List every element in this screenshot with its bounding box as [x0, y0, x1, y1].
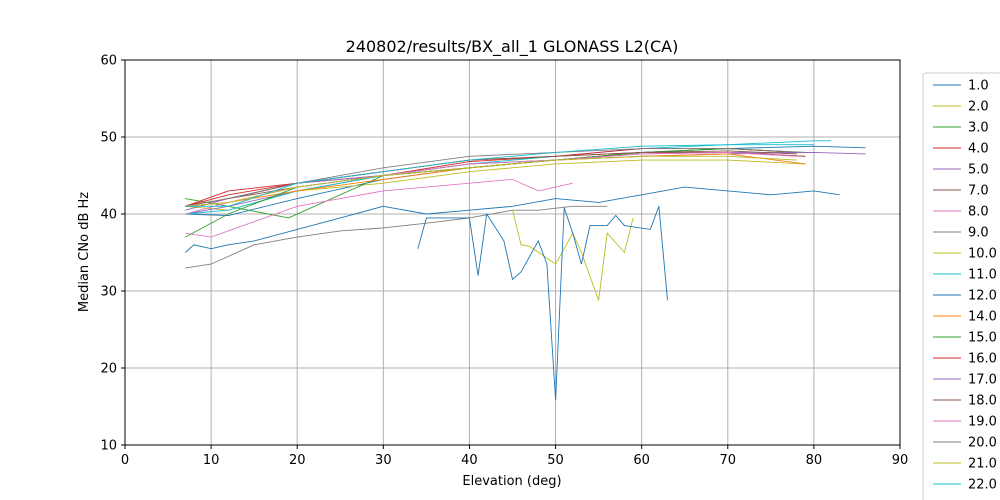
x-tick-label: 20	[289, 453, 306, 468]
series-line-19	[185, 155, 797, 207]
x-tick-label: 80	[806, 453, 823, 468]
legend-label: 14.0	[968, 310, 997, 325]
series-line-20	[185, 144, 814, 207]
series-line-11	[417, 206, 668, 401]
grid	[124, 59, 901, 446]
y-tick-label: 60	[100, 54, 117, 69]
legend-label: 19.0	[968, 415, 997, 430]
x-tick-label: 30	[375, 453, 392, 468]
y-tick-label: 40	[100, 208, 117, 223]
legend-label: 4.0	[968, 142, 989, 157]
series-line-9	[185, 140, 832, 215]
series-line-16	[185, 150, 797, 207]
legend: 1.0 2.0 3.0 4.0 5.0 7.0 8.0 9.0 10.0 11.0 12.0 14.0…	[922, 72, 1000, 500]
legend-label: 21.0	[968, 457, 997, 472]
legend-label: 9.0	[968, 226, 989, 241]
legend-label: 1.0	[968, 79, 989, 94]
x-tick-label: 40	[461, 453, 478, 468]
series-line-7	[185, 205, 608, 269]
y-tick-label: 50	[100, 131, 117, 146]
legend-label: 20.0	[968, 436, 997, 451]
legend-label: 2.0	[968, 100, 989, 115]
legend-label: 5.0	[968, 163, 989, 178]
series-line-10	[184, 186, 840, 253]
legend-label: 16.0	[968, 352, 997, 367]
legend-label: 18.0	[968, 394, 997, 409]
x-tick-label: 10	[203, 453, 220, 468]
series-line-18	[185, 148, 806, 207]
x-tick-label: 50	[547, 453, 564, 468]
y-ticks: 10 20 30 40 50 60	[100, 54, 125, 454]
plot-frame	[124, 59, 901, 446]
series-line-8	[512, 210, 634, 301]
legend-label: 12.0	[968, 289, 997, 304]
series-lines	[184, 140, 866, 401]
y-axis-label: Median CNo dB Hz	[77, 192, 92, 312]
legend-label: 8.0	[968, 205, 989, 220]
legend-label: 7.0	[968, 184, 989, 199]
legend-box	[922, 72, 1000, 500]
x-tick-label: 70	[720, 453, 737, 468]
legend-label: 11.0	[968, 268, 997, 283]
x-ticks: 0 10 20 30 40 50 60 70 80 90	[121, 445, 908, 468]
y-tick-label: 10	[100, 439, 117, 454]
x-tick-label: 60	[633, 453, 650, 468]
legend-label: 17.0	[968, 373, 997, 388]
legend-label: 22.0	[968, 478, 997, 493]
legend-label: 15.0	[968, 331, 997, 346]
x-tick-label: 0	[121, 453, 129, 468]
series-line-6	[185, 178, 573, 238]
chart-title: 240802/results/BX_all_1 GLONASS L2(CA)	[346, 37, 679, 57]
y-tick-label: 20	[100, 362, 117, 377]
legend-label: 3.0	[968, 121, 989, 136]
legend-label: 10.0	[968, 247, 997, 262]
y-tick-label: 30	[100, 285, 117, 300]
series-line-0	[185, 145, 866, 216]
series-line-14	[185, 148, 797, 207]
x-axis-label: Elevation (deg)	[462, 474, 561, 489]
x-tick-label: 90	[892, 453, 909, 468]
